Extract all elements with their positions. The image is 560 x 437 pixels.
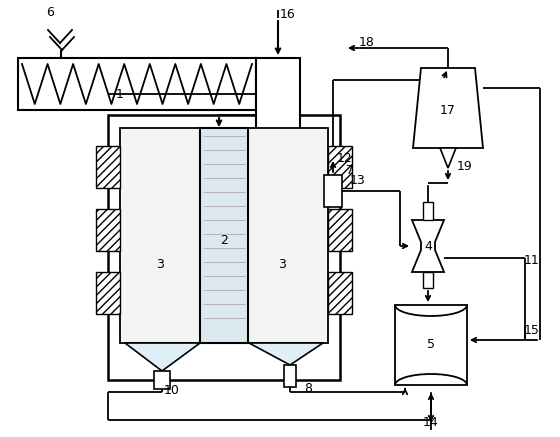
Bar xyxy=(423,202,433,220)
Text: 1: 1 xyxy=(116,89,124,101)
Bar xyxy=(245,129,327,342)
Bar xyxy=(284,365,296,387)
Bar xyxy=(200,128,248,343)
Text: 14: 14 xyxy=(423,416,439,429)
Text: 5: 5 xyxy=(427,339,435,351)
Text: 11: 11 xyxy=(524,253,540,267)
Bar xyxy=(395,305,467,385)
Bar xyxy=(256,58,300,130)
Text: 7: 7 xyxy=(346,163,354,177)
Text: 13: 13 xyxy=(350,173,366,187)
Text: 8: 8 xyxy=(304,382,312,395)
Polygon shape xyxy=(125,343,200,371)
Bar xyxy=(328,209,352,251)
Polygon shape xyxy=(412,220,444,272)
Bar xyxy=(154,371,170,389)
Text: 4: 4 xyxy=(424,240,432,253)
Text: 12: 12 xyxy=(337,152,353,164)
Text: 6: 6 xyxy=(46,7,54,20)
Bar xyxy=(244,128,328,343)
Bar xyxy=(120,128,205,343)
Bar xyxy=(121,129,204,342)
Bar xyxy=(328,146,352,188)
Bar xyxy=(328,272,352,314)
Bar xyxy=(18,58,256,110)
Bar xyxy=(108,115,340,380)
Polygon shape xyxy=(249,343,323,365)
Bar xyxy=(96,272,120,314)
Bar xyxy=(324,175,342,207)
Bar xyxy=(96,146,120,188)
Text: 16: 16 xyxy=(280,7,296,21)
Polygon shape xyxy=(440,148,456,168)
Text: 10: 10 xyxy=(164,384,180,396)
Bar xyxy=(423,272,433,288)
Bar xyxy=(96,209,120,251)
Text: 2: 2 xyxy=(220,233,228,246)
Text: 19: 19 xyxy=(457,160,473,173)
Text: 18: 18 xyxy=(359,35,375,49)
Text: 3: 3 xyxy=(278,259,286,271)
Polygon shape xyxy=(413,68,483,148)
Text: 15: 15 xyxy=(524,323,540,336)
Text: 3: 3 xyxy=(156,259,164,271)
Text: 17: 17 xyxy=(440,104,456,117)
